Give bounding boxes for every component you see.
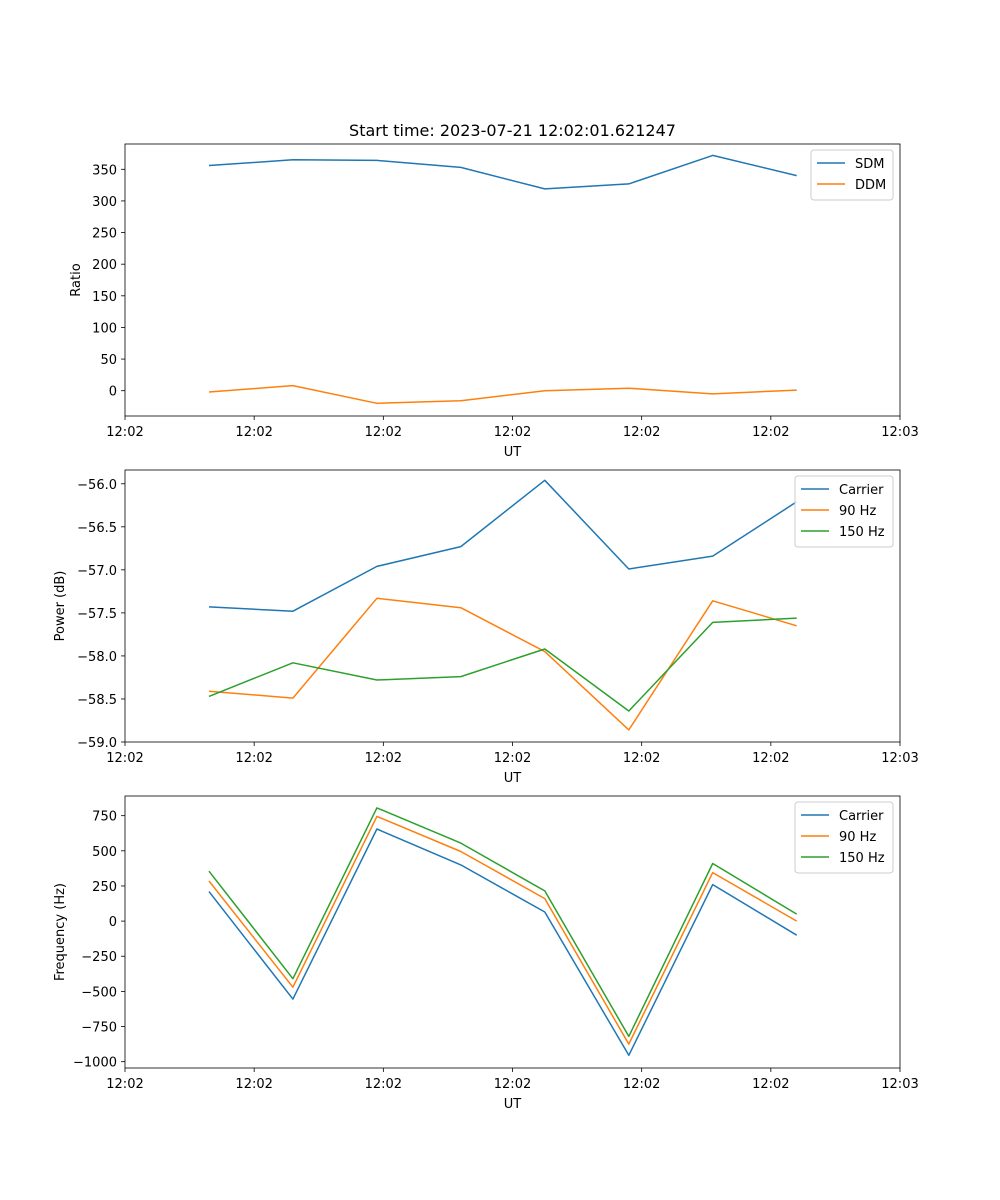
y-tick-label: 350	[92, 163, 117, 178]
y-axis-label: Frequency (Hz)	[53, 883, 68, 981]
series-line-carrier	[208, 479, 798, 612]
chart-title: Start time: 2023-07-21 12:02:01.621247	[349, 121, 676, 140]
x-tick-label: 12:02	[235, 1077, 272, 1092]
chart-panel-3: 12:02 12:02 12:02 12:02 12:02 12:02 12:03 −1000…	[53, 795, 919, 1112]
x-tick-label: 12:02	[623, 751, 660, 766]
y-tick-label: 150	[92, 290, 117, 305]
y-tick-label: 300	[92, 195, 117, 210]
x-tick-label: 12:02	[106, 1077, 143, 1092]
x-tick-label: 12:02	[494, 751, 531, 766]
x-tick-label: 12:02	[494, 425, 531, 440]
y-tick-label: 100	[92, 321, 117, 336]
y-tick-label: 750	[92, 810, 117, 825]
axes-frame	[124, 143, 901, 417]
legend-label: 90 Hz	[839, 830, 876, 845]
legend: Carrier 90 Hz 150 Hz	[794, 801, 894, 874]
x-tick-label: 12:03	[881, 751, 918, 766]
x-tick-label: 12:02	[106, 425, 143, 440]
legend-label: Carrier	[839, 809, 884, 824]
y-tick-label: −57.5	[77, 607, 117, 622]
chart-panel-1: 12:02 12:02 12:02 12:02 12:02 12:02 12:03 0 50 10…	[69, 121, 919, 460]
legend: SDM DDM	[810, 149, 894, 201]
series-line-sdm	[208, 154, 797, 190]
legend-label: Carrier	[839, 483, 884, 498]
y-tick-label: −1000	[73, 1056, 117, 1071]
y-tick-label: −750	[81, 1021, 117, 1036]
x-tick-label: 12:03	[881, 425, 918, 440]
y-tick-label: 500	[92, 845, 117, 860]
legend-box	[794, 801, 894, 874]
y-tick-label: 0	[109, 915, 117, 930]
y-tick-label: 50	[100, 353, 117, 368]
x-tick-label: 12:03	[881, 1077, 918, 1092]
legend-label: 150 Hz	[839, 851, 885, 866]
x-tick-label: 12:02	[365, 425, 402, 440]
chart-panel-2: 12:02 12:02 12:02 12:02 12:02 12:02 12:03 −59.0…	[53, 469, 919, 786]
y-tick-label: −59.0	[77, 736, 117, 751]
series-line-90-hz	[208, 597, 797, 731]
y-tick-label: −56.0	[77, 478, 117, 493]
x-tick-label: 12:02	[752, 425, 789, 440]
legend-label: DDM	[855, 178, 886, 193]
x-tick-label: 12:02	[494, 1077, 531, 1092]
x-tick-label: 12:02	[235, 425, 272, 440]
y-axis-label: Power (dB)	[53, 571, 68, 642]
y-tick-label: 0	[109, 385, 117, 400]
y-tick-label: −56.5	[77, 521, 117, 536]
y-tick-label: −57.0	[77, 564, 117, 579]
legend-box	[794, 475, 894, 548]
legend: Carrier 90 Hz 150 Hz	[794, 475, 894, 548]
x-tick-label: 12:02	[752, 1077, 789, 1092]
y-axis-label: Ratio	[69, 263, 84, 296]
series-line-90-hz	[208, 815, 798, 1045]
x-axis-label: UT	[504, 1097, 522, 1112]
series-line-150-hz	[208, 807, 798, 1038]
legend-label: 150 Hz	[839, 525, 885, 540]
series-line-150-hz	[208, 617, 797, 712]
y-tick-label: −250	[81, 950, 117, 965]
y-tick-label: −58.5	[77, 693, 117, 708]
y-tick-label: 250	[92, 880, 117, 895]
legend-label: 90 Hz	[839, 504, 876, 519]
x-axis-label: UT	[504, 445, 522, 460]
y-tick-label: 200	[92, 258, 117, 273]
series-line-ddm	[208, 384, 797, 405]
x-tick-label: 12:02	[623, 425, 660, 440]
x-tick-label: 12:02	[106, 751, 143, 766]
x-tick-label: 12:02	[235, 751, 272, 766]
series-line-carrier	[208, 828, 798, 1057]
x-tick-label: 12:02	[752, 751, 789, 766]
x-tick-label: 12:02	[623, 1077, 660, 1092]
legend-label: SDM	[855, 157, 884, 172]
y-tick-label: 250	[92, 227, 117, 242]
x-tick-label: 12:02	[365, 751, 402, 766]
x-axis-label: UT	[504, 771, 522, 786]
y-tick-label: −500	[81, 985, 117, 1000]
x-tick-label: 12:02	[365, 1077, 402, 1092]
y-tick-label: −58.0	[77, 650, 117, 665]
